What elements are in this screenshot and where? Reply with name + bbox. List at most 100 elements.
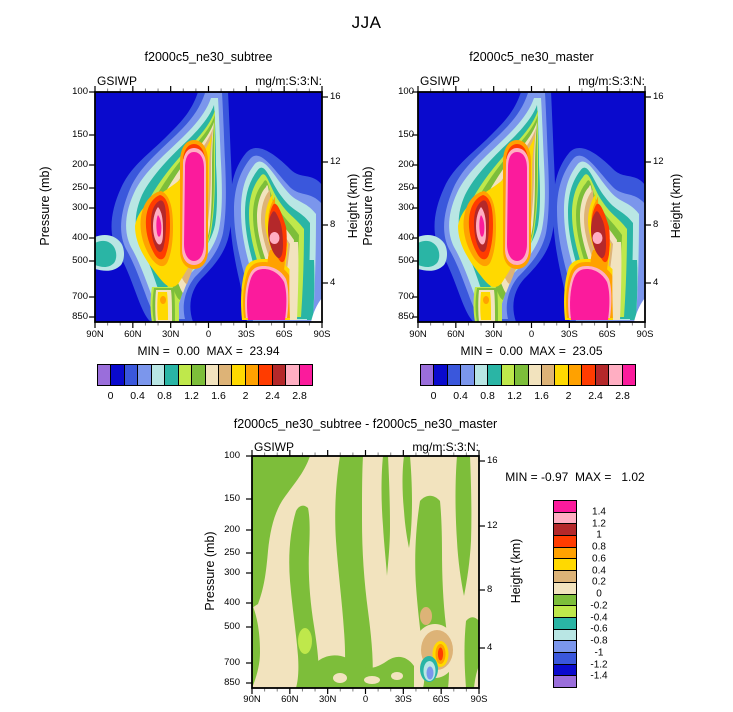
panel3-min-max-readout: MIN = -0.97 MAX = 1.02 [505,470,645,484]
panel3-colorbar: 1.4 1.2 1 0.8 0.6 0.4 0.2 0 -0.2 -0.4 -0.6 -0.8 -1 -1… [553,500,623,688]
height-tick-label: 16 [653,91,664,102]
colorbar-label: -1 [594,647,604,659]
colorbar-label: 0.4 [453,390,468,402]
colorbar-cell [568,365,583,385]
colorbar-cell [259,365,273,385]
pressure-tick-label: 700 [398,291,414,302]
colorbar-cell [541,365,556,385]
height-tick-label: 4 [653,277,659,288]
lat-tick-label: 60N [281,694,299,705]
pressure-tick-label: 150 [398,129,414,140]
colorbar-cell [421,365,435,385]
colorbar-cell [554,664,576,677]
panel1-latitude-axis-labels: 90N 60N 30N 0 30S 60S 90S [86,329,330,343]
colorbar-label: 1.4 [592,506,606,518]
pressure-tick-label: 700 [72,291,88,302]
colorbar-label: -0.8 [590,635,608,647]
height-tick-label: 16 [330,91,341,102]
panel1-pressure-axis-labels: 100 150 200 250 300 400 500 700 850 [46,86,88,322]
colorbar-label: 1.2 [592,518,606,529]
colorbar-cell [474,365,489,385]
colorbar-cell [554,606,576,618]
pressureDiff-tick-label: 700 [224,657,240,668]
colorbar-cell [554,501,576,513]
pressureDiff-tick-label: 200 [224,524,240,535]
colorbar-cell [447,365,462,385]
colorbar-label: -1.2 [590,659,608,670]
colorbar-label: 0.4 [130,390,145,402]
panel1-contour-plot [88,85,329,329]
lat-tick-label: 90S [313,329,331,340]
panel1-units-label: mg/m:S:3:N: [255,74,322,88]
colorbar-label: 2.8 [615,390,630,402]
height-tick-label: 4 [330,277,336,288]
colorbar-cell [178,365,193,385]
colorbar-label: -0.6 [590,623,608,635]
colorbar-cell [595,365,610,385]
colorbar-cell [554,536,576,548]
pressure-tick-label: 100 [72,86,88,97]
colorbar-label: 0.2 [592,576,606,588]
panel1-min-max-readout: MIN = 0.00 MAX = 23.94 [137,344,280,358]
lat-tick-label: 60N [447,329,465,340]
pressure-tick-label: 200 [72,159,88,170]
height-tick-label: 12 [653,156,664,167]
panel3-variable-label: GSIWP [254,440,295,454]
colorbar-label: 0.6 [592,553,606,565]
panel3-pressure-axis-title: Pressure (mb) [203,531,217,611]
pressure-tick-label: 850 [72,311,88,322]
panel2-pressure-axis-labels: 100 150 200 250 300 400 500 700 850 [372,86,414,322]
lat-tick-label: 90S [636,329,654,340]
colorbar-cell [554,629,576,642]
panel1-title: f2000c5_ne30_subtree [144,50,273,64]
colorbar-cell [554,617,576,630]
colorbar-label: -1.4 [590,670,608,682]
colorbar-cell [554,512,576,525]
lat-tick-label: 90N [243,694,261,705]
lat-tick-label: 30N [484,329,503,340]
panel2-units-label: mg/m:S:3:N: [578,74,645,88]
panel3-height-axis-title: Height (km) [509,538,523,604]
colorbar-label: 0 [107,390,114,402]
lat-tick-label: 30S [237,329,255,340]
lat-tick-label: 30S [560,329,578,340]
heightDiff-tick-label: 4 [487,642,493,653]
colorbar-cell [272,365,287,385]
colorbar-cell [245,365,260,385]
colorbar-cell [554,524,576,537]
pressureDiff-tick-label: 400 [224,597,240,608]
pressure-tick-label: 250 [398,182,414,193]
lat-tick-label: 60N [124,329,142,340]
colorbar-cell [286,365,300,385]
pressure-tick-label: 300 [398,202,414,213]
panel2-variable-label: GSIWP [420,74,461,88]
colorbar-label: 2 [565,390,572,402]
colorbar-label: 1.2 [184,390,199,402]
colorbar-cell [528,365,542,385]
colorbar-cell [555,365,569,385]
pressure-tick-label: 850 [398,311,414,322]
lat-tick-label: 30N [318,694,337,705]
colorbar-cell [609,365,623,385]
panel3-contour-plot [245,449,486,695]
colorbar-cell [232,365,246,385]
panel1-height-axis-title: Height (km) [346,173,360,239]
colorbar-label: 1.6 [534,390,549,402]
panel2-contour-plot [411,85,652,329]
colorbar-cell [622,365,635,385]
colorbar-cell [515,365,529,385]
lat-tick-label: 60S [598,329,616,340]
colorbar-cell [165,365,179,385]
panel2-min-max-readout: MIN = 0.00 MAX = 23.05 [460,344,603,358]
panel3-latitude-axis-labels: 90N 60N 30N 0 30S 60S 90S [243,694,487,708]
panel1-variable-label: GSIWP [97,74,138,88]
panel3-height-axis-labels: 16 12 8 4 [487,455,513,688]
colorbar-cell [111,365,125,385]
colorbar-label: 0.4 [592,565,606,576]
pressureDiff-tick-label: 150 [224,493,240,504]
colorbar-cell [299,365,312,385]
colorbar-cell [138,365,152,385]
pressureDiff-tick-label: 300 [224,567,240,578]
colorbar-label: 0.8 [592,541,606,553]
colorbar-cell [554,676,576,687]
